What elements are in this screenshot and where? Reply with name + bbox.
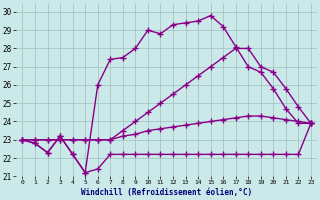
X-axis label: Windchill (Refroidissement éolien,°C): Windchill (Refroidissement éolien,°C) [81,188,252,197]
